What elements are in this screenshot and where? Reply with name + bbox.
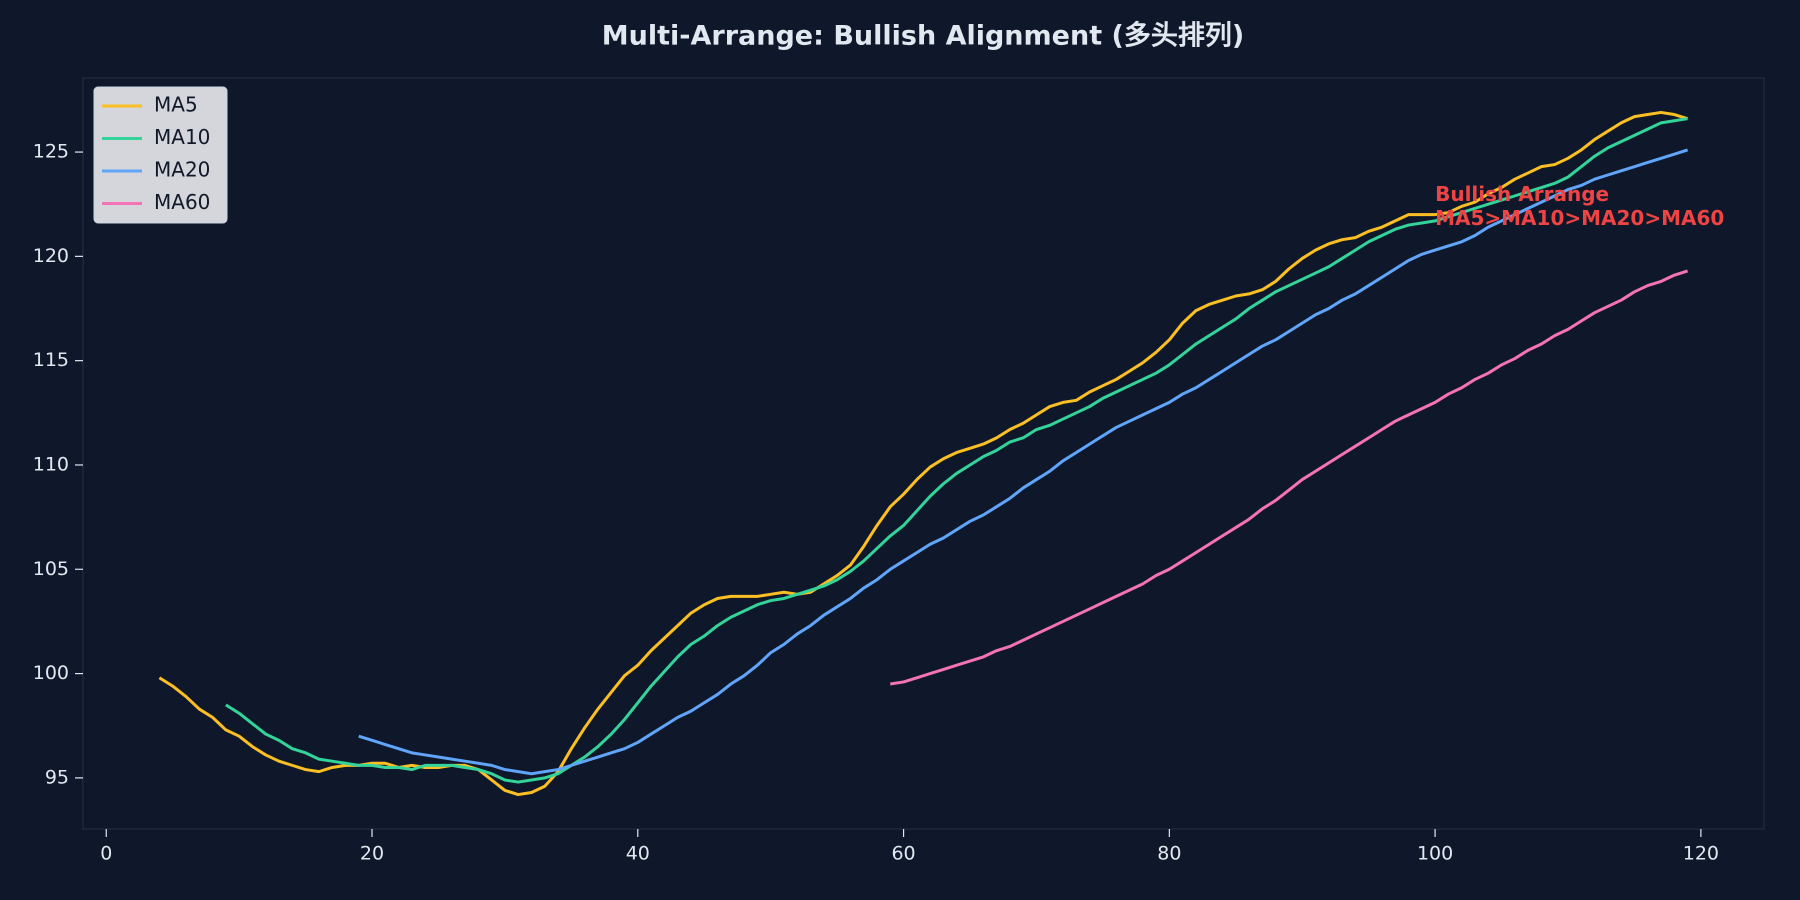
chart-title: Multi-Arrange: Bullish Alignment (多头排列): [602, 21, 1244, 52]
x-tick-label: 100: [1417, 843, 1453, 865]
y-tick-label: 100: [33, 662, 69, 684]
y-tick-label: 125: [33, 141, 69, 163]
line-series: [158, 110, 1689, 797]
line-series: [358, 148, 1689, 776]
x-tick-label: 60: [891, 843, 915, 865]
x-tick-label: 40: [626, 843, 650, 865]
x-tick-label: 20: [360, 843, 384, 865]
y-tick-label: 105: [33, 558, 69, 580]
y-tick-label: 120: [33, 245, 69, 267]
x-tick-label: 80: [1157, 843, 1181, 865]
annotation: Bullish Arrange MA5>MA10>MA20>MA60: [1435, 182, 1724, 230]
legend-box: [93, 86, 228, 224]
line-series: [225, 117, 1688, 784]
legend-label: MA5: [154, 93, 198, 117]
legend-label: MA60: [154, 190, 210, 214]
y-tick-label: 115: [33, 349, 69, 371]
plot-frame: [82, 77, 1765, 830]
legend-label: MA20: [154, 158, 210, 182]
annotation-line: MA5>MA10>MA20>MA60: [1435, 206, 1724, 230]
x-tick-label: 120: [1683, 843, 1719, 865]
annotation-line: Bullish Arrange: [1435, 182, 1609, 206]
x-tick-label: 0: [100, 843, 112, 865]
line-series: [890, 269, 1689, 686]
y-tick-label: 95: [45, 766, 69, 788]
y-tick-label: 110: [33, 453, 69, 475]
legend-label: MA10: [154, 125, 210, 149]
